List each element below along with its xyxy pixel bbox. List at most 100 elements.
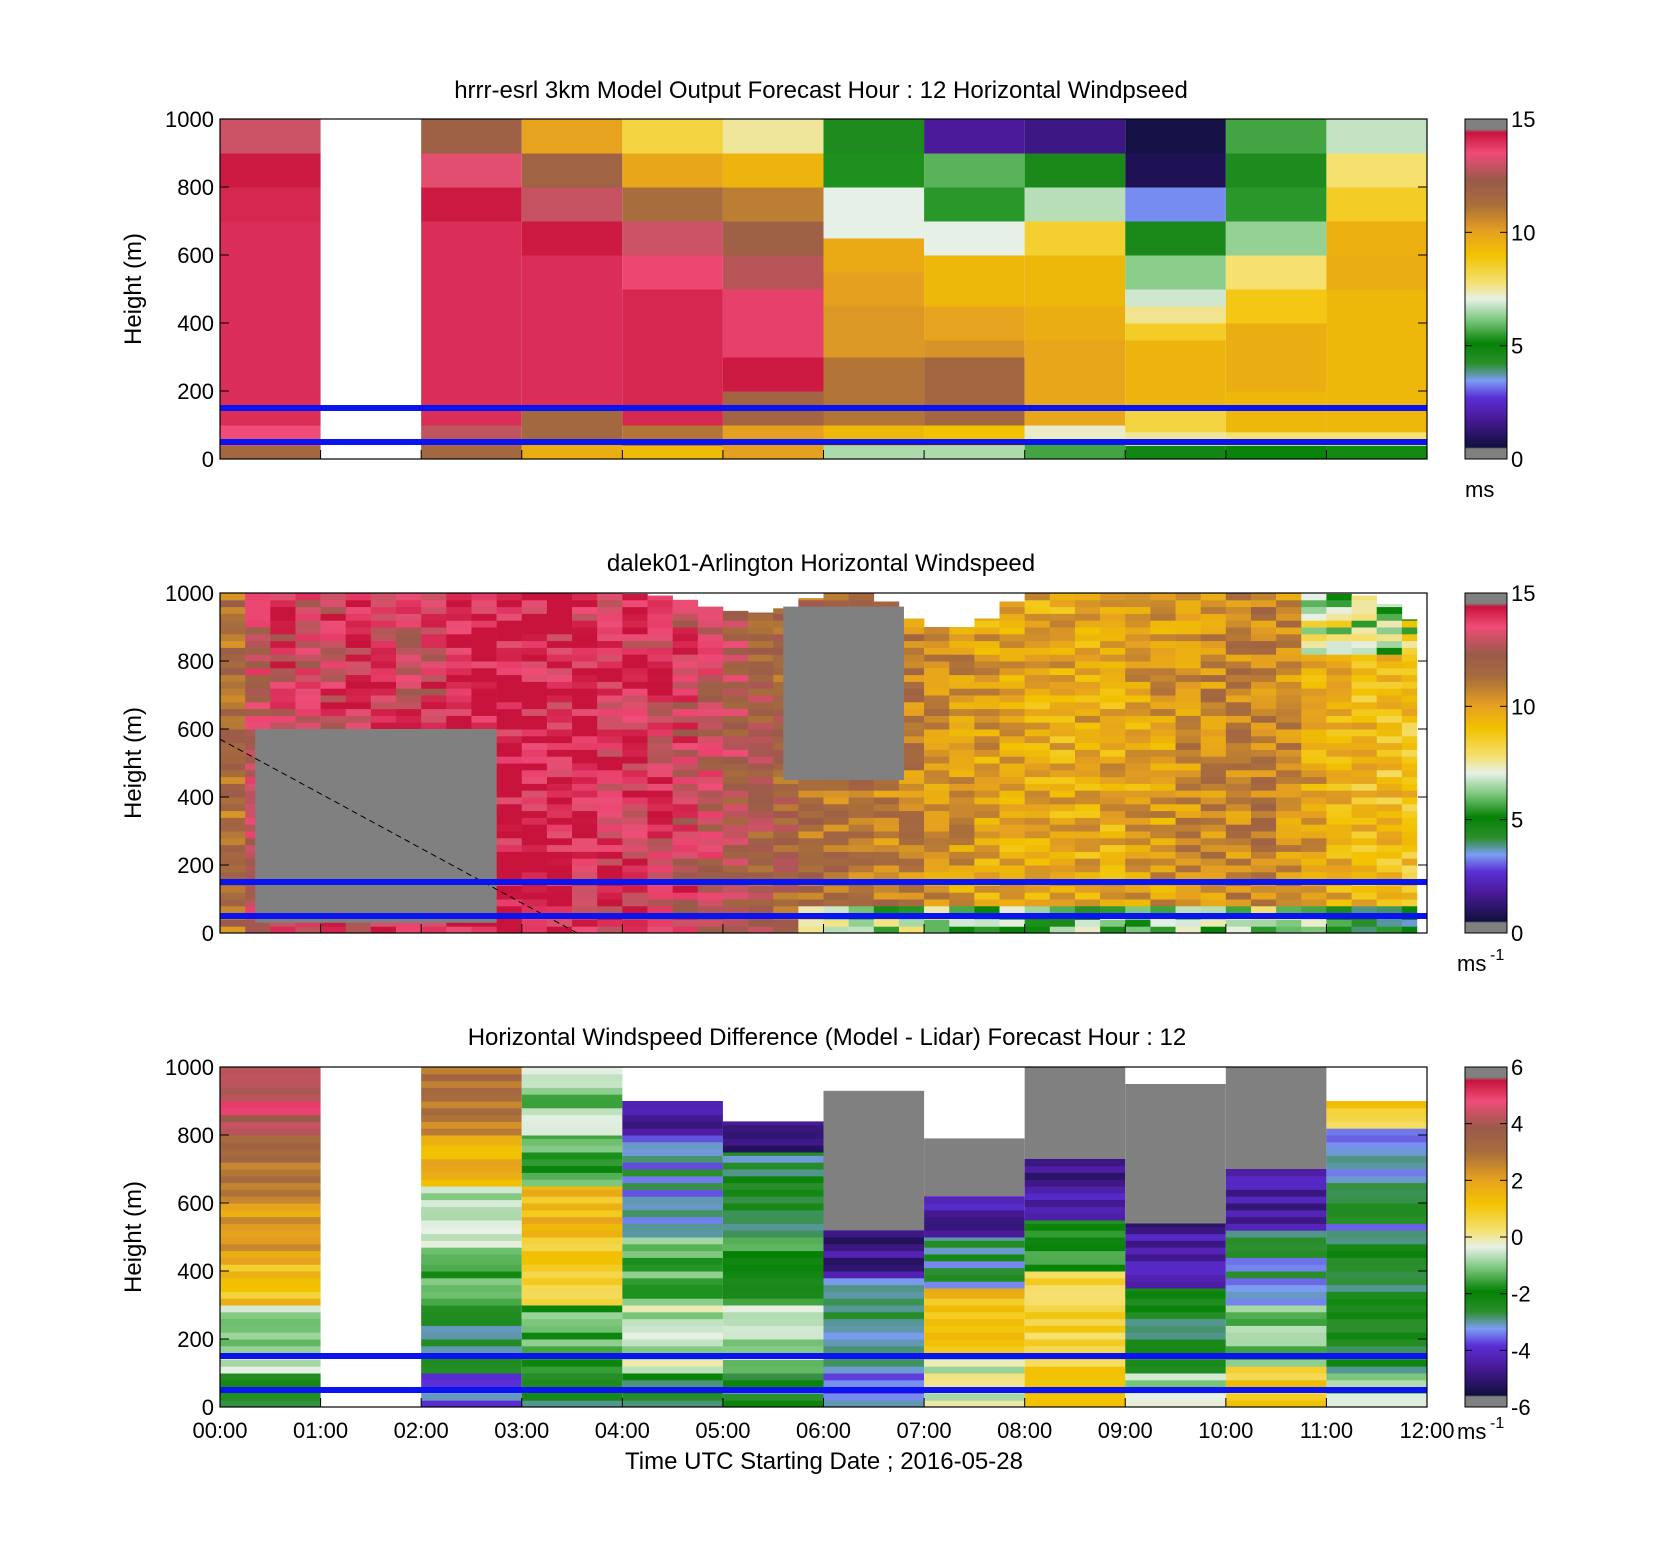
heatmap-cell (1326, 769, 1352, 778)
heatmap-cell (1125, 844, 1151, 852)
x-tick-label: 07:00 (897, 1418, 952, 1443)
heatmap-cell (924, 681, 950, 689)
heatmap-cell (748, 661, 774, 669)
heatmap-cell (949, 749, 975, 757)
heatmap-cell (345, 620, 372, 628)
colorbar-tick-label: 5 (1511, 808, 1523, 833)
heatmap-cell (1351, 599, 1378, 608)
heatmap-cell (597, 681, 623, 689)
heatmap-cell (220, 810, 246, 818)
heatmap-cell (421, 1121, 522, 1129)
panel-model-reflines (220, 405, 1427, 445)
heatmap-cell (1049, 735, 1076, 744)
heatmap-cell (622, 708, 648, 716)
heatmap-cell (722, 1155, 824, 1163)
heatmap-cell (521, 667, 548, 676)
heatmap-cell (949, 783, 975, 791)
heatmap-cell (496, 831, 523, 839)
heatmap-cell (1100, 708, 1126, 716)
heatmap-cell (1326, 763, 1352, 771)
heatmap-cell (1125, 749, 1151, 757)
heatmap-cell (622, 1318, 723, 1326)
heatmap-cell (1200, 756, 1227, 764)
heatmap-cell (1049, 817, 1076, 825)
heatmap-cell (320, 688, 347, 696)
heatmap-cell (546, 749, 573, 757)
heatmap-cell (1074, 620, 1101, 628)
heatmap-cell (1125, 899, 1151, 907)
heatmap-cell (1376, 604, 1403, 608)
heatmap-cell (245, 633, 271, 642)
heatmap-cell (798, 871, 824, 880)
heatmap-cell (1376, 633, 1403, 642)
heatmap-cell (1401, 756, 1418, 764)
heatmap-cell (1074, 593, 1101, 601)
heatmap-cell (873, 797, 900, 805)
heatmap-cell (1049, 640, 1076, 648)
heatmap-cell (622, 1393, 723, 1401)
heatmap-cell (572, 803, 598, 812)
heatmap-cell (999, 763, 1025, 771)
heatmap-cell (1200, 776, 1227, 784)
heatmap-cell (1326, 599, 1352, 608)
heatmap-cell (1074, 803, 1101, 812)
heatmap-cell (974, 674, 1000, 682)
heatmap-cell (370, 695, 397, 703)
heatmap-cell (1276, 647, 1302, 655)
heatmap-cell (949, 715, 975, 723)
heatmap-cell (421, 1179, 522, 1187)
heatmap-cell (823, 1373, 925, 1381)
heatmap-cell (295, 599, 321, 608)
heatmap-cell (1100, 790, 1126, 798)
heatmap-cell (1175, 831, 1201, 839)
heatmap-cell (722, 851, 749, 859)
heatmap-cell (1074, 627, 1101, 635)
heatmap-cell (396, 674, 422, 682)
heatmap-cell (1200, 905, 1227, 914)
heatmap-cell (622, 817, 648, 825)
heatmap-cell (245, 640, 271, 648)
heatmap-cell (521, 851, 548, 859)
heatmap-cell (1401, 647, 1418, 655)
heatmap-cell (1024, 1264, 1126, 1272)
heatmap-cell (1100, 919, 1126, 927)
heatmap-cell (974, 742, 1000, 750)
heatmap-cell (1049, 831, 1076, 839)
heatmap-cell (722, 1379, 824, 1388)
heatmap-cell (1049, 837, 1076, 846)
heatmap-cell (421, 1087, 522, 1095)
heatmap-cell (1225, 633, 1252, 642)
heatmap-cell (1024, 627, 1051, 635)
heatmap-cell (546, 837, 573, 846)
heatmap-cell (672, 783, 699, 791)
heatmap-cell (1225, 899, 1252, 907)
heatmap-cell (1100, 593, 1126, 601)
heatmap-cell (421, 627, 447, 635)
heatmap-cell (748, 899, 774, 907)
heatmap-cell (924, 667, 950, 676)
heatmap-cell (421, 674, 447, 682)
heatmap-cell (1276, 831, 1302, 839)
heatmap-cell (1200, 667, 1227, 676)
heatmap-cell (471, 661, 497, 669)
heatmap-cell (521, 701, 548, 710)
heatmap-cell (245, 627, 271, 635)
heatmap-cell (496, 865, 523, 873)
heatmap-cell (220, 1311, 321, 1320)
heatmap-cell (521, 627, 548, 635)
heatmap-cell (1125, 1298, 1226, 1306)
heatmap-cell (647, 749, 673, 757)
heatmap-cell (1125, 620, 1151, 628)
heatmap-cell (1326, 1107, 1427, 1116)
heatmap-cell (898, 851, 925, 859)
heatmap-cell (924, 803, 950, 812)
heatmap-cell (1125, 783, 1151, 791)
heatmap-cell (546, 905, 573, 914)
heatmap-cell (1200, 688, 1227, 696)
heatmap-cell (270, 708, 296, 716)
heatmap-cell (220, 871, 246, 880)
heatmap-cell (1376, 926, 1403, 934)
heatmap-cell (1376, 695, 1403, 703)
heatmap-cell (999, 688, 1025, 696)
heatmap-cell (722, 1230, 824, 1238)
